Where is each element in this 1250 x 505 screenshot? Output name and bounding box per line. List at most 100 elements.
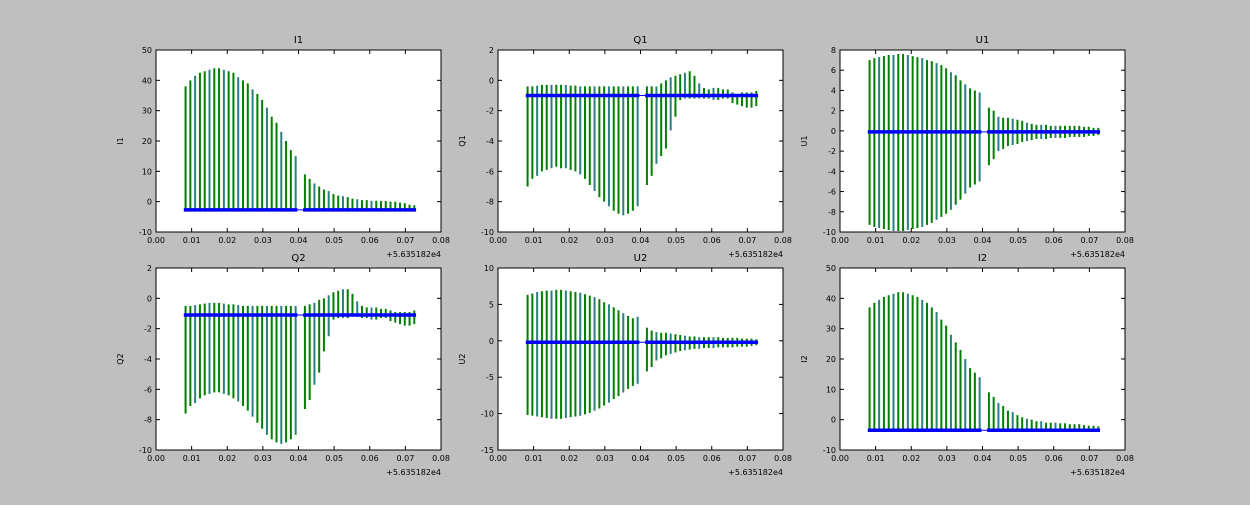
- y-tick-label: -2: [828, 147, 836, 156]
- y-tick-label: -15: [481, 446, 494, 455]
- x-tick-label: 0.03: [596, 454, 614, 463]
- subplot-title: Q1: [633, 35, 647, 46]
- y-tick-label: -10: [823, 228, 836, 237]
- y-tick-label: 2: [489, 46, 494, 55]
- x-tick-label: 0.06: [703, 236, 721, 245]
- x-tick-label: 0.03: [254, 236, 272, 245]
- subplot-q2: 0.00 0.01 0.02 0.03 0.04 0.05 0.06 0.07 0.08 +5.6…: [116, 253, 450, 477]
- y-tick-label: 40: [142, 76, 152, 85]
- y-tick-label: -4: [828, 167, 836, 176]
- x-offset-label: +5.635182e4: [386, 250, 441, 259]
- x-tick-label: 0.05: [1009, 236, 1027, 245]
- y-tick-label: -8: [486, 198, 494, 207]
- plot-area: [498, 50, 783, 232]
- y-tick-label: 4: [831, 86, 836, 95]
- x-tick-label: 0.02: [218, 454, 236, 463]
- x-tick-label: 0.04: [632, 454, 650, 463]
- subplot-i1: 0.00 0.01 0.02 0.03 0.04 0.05 0.06 0.07 0.08 +5.6…: [116, 35, 450, 259]
- subplot-title: U2: [634, 253, 648, 264]
- x-tick-label: 0.01: [183, 236, 201, 245]
- x-tick-label: 0.00: [489, 454, 507, 463]
- y-tick-label: -8: [144, 416, 152, 425]
- y-tick-label: 5: [489, 300, 494, 309]
- x-tick-label: 0.00: [489, 236, 507, 245]
- x-tick-label: 0.08: [432, 236, 450, 245]
- y-axis-label: Q1: [458, 135, 467, 146]
- x-tick-label: 0.03: [938, 236, 956, 245]
- x-offset-label: +5.635182e4: [1070, 468, 1125, 477]
- x-tick-label: 0.02: [902, 236, 920, 245]
- y-tick-label: 8: [831, 46, 836, 55]
- y-tick-label: 30: [826, 325, 836, 334]
- x-tick-label: 0.07: [396, 454, 414, 463]
- y-tick-label: 2: [831, 107, 836, 116]
- x-tick-label: 0.06: [361, 236, 379, 245]
- y-tick-label: 0: [147, 198, 152, 207]
- y-tick-label: 20: [142, 137, 152, 146]
- y-tick-label: -6: [144, 385, 152, 394]
- subplot-title: I1: [294, 35, 303, 46]
- y-axis-label: I1: [116, 137, 125, 144]
- y-tick-label: 0: [489, 76, 494, 85]
- x-tick-label: 0.05: [325, 236, 343, 245]
- plot-area: [156, 50, 441, 232]
- y-tick-label: 0: [147, 294, 152, 303]
- y-tick-label: -6: [486, 167, 494, 176]
- x-tick-label: 0.08: [774, 236, 792, 245]
- x-tick-label: 0.07: [738, 236, 756, 245]
- y-tick-label: -10: [139, 446, 152, 455]
- plot-area: [156, 268, 441, 450]
- x-tick-label: 0.00: [831, 236, 849, 245]
- x-tick-label: 0.07: [738, 454, 756, 463]
- x-tick-label: 0.07: [1080, 454, 1098, 463]
- x-offset-label: +5.635182e4: [1070, 250, 1125, 259]
- y-tick-label: 0: [831, 127, 836, 136]
- y-tick-label: 40: [826, 294, 836, 303]
- y-tick-label: -8: [828, 208, 836, 217]
- x-tick-label: 0.02: [902, 454, 920, 463]
- x-tick-label: 0.01: [525, 454, 543, 463]
- x-tick-label: 0.00: [147, 454, 165, 463]
- subplot-title: U1: [976, 35, 990, 46]
- y-tick-label: -10: [481, 228, 494, 237]
- y-tick-label: -4: [144, 355, 152, 364]
- x-tick-label: 0.08: [774, 454, 792, 463]
- x-tick-label: 0.01: [525, 236, 543, 245]
- x-tick-label: 0.04: [974, 236, 992, 245]
- x-tick-label: 0.07: [396, 236, 414, 245]
- x-tick-label: 0.00: [831, 454, 849, 463]
- x-tick-label: 0.08: [1116, 236, 1134, 245]
- subplot-u1: 0.00 0.01 0.02 0.03 0.04 0.05 0.06 0.07 0.08 +5.6…: [800, 35, 1134, 259]
- plot-area: [840, 50, 1125, 232]
- y-tick-label: 0: [831, 416, 836, 425]
- y-tick-label: 6: [831, 66, 836, 75]
- subplot-title: Q2: [291, 253, 305, 264]
- y-tick-label: 10: [826, 385, 836, 394]
- x-tick-label: 0.06: [1045, 454, 1063, 463]
- x-offset-label: +5.635182e4: [728, 250, 783, 259]
- y-tick-label: 10: [484, 264, 494, 273]
- x-tick-label: 0.08: [1116, 454, 1134, 463]
- x-tick-label: 0.01: [867, 454, 885, 463]
- x-tick-label: 0.06: [703, 454, 721, 463]
- x-tick-label: 0.04: [290, 236, 308, 245]
- y-tick-label: 2: [147, 264, 152, 273]
- x-tick-label: 0.08: [432, 454, 450, 463]
- x-tick-label: 0.01: [867, 236, 885, 245]
- plot-area: [498, 268, 783, 450]
- y-tick-label: 50: [142, 46, 152, 55]
- x-tick-label: 0.05: [1009, 454, 1027, 463]
- x-tick-label: 0.05: [667, 454, 685, 463]
- y-tick-label: -10: [823, 446, 836, 455]
- x-tick-label: 0.04: [290, 454, 308, 463]
- y-axis-label: I2: [800, 355, 809, 362]
- x-tick-label: 0.03: [596, 236, 614, 245]
- subplot-q1: 0.00 0.01 0.02 0.03 0.04 0.05 0.06 0.07 0.08 +5.6…: [458, 35, 792, 259]
- y-tick-label: 10: [142, 167, 152, 176]
- x-tick-label: 0.02: [560, 236, 578, 245]
- y-tick-label: 30: [142, 107, 152, 116]
- y-tick-label: 50: [826, 264, 836, 273]
- subplot-u2: 0.00 0.01 0.02 0.03 0.04 0.05 0.06 0.07 0.08 +5.6…: [458, 253, 792, 477]
